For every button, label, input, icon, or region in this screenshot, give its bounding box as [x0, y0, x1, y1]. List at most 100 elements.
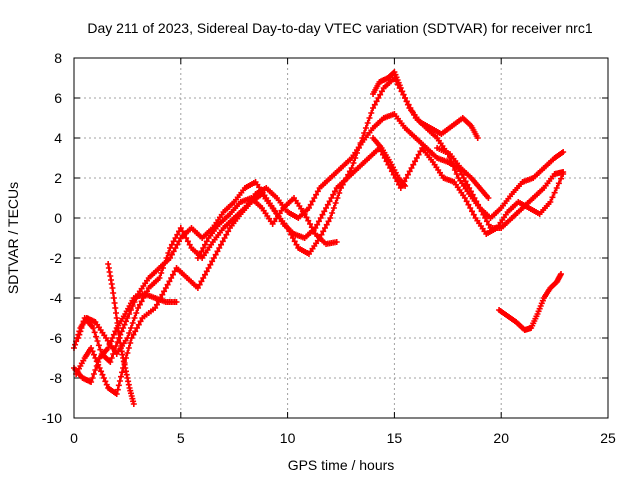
y-axis-label: SDTVAR / TECUs [5, 182, 21, 294]
chart-title: Day 211 of 2023, Sidereal Day-to-day VTE… [87, 20, 592, 36]
data-point [79, 321, 86, 328]
data-point [166, 278, 173, 285]
data-point [558, 271, 565, 277]
data-point [176, 238, 183, 245]
data-point [327, 215, 334, 221]
data-point [339, 181, 346, 188]
plot-frame [73, 57, 609, 419]
x-tick-label: 25 [600, 430, 616, 446]
data-point [293, 241, 300, 248]
data-point [560, 171, 567, 177]
data-point [334, 195, 341, 201]
data-point [366, 115, 373, 121]
data-point [408, 165, 415, 171]
data-point [303, 214, 310, 221]
data-point [368, 110, 375, 116]
data-point [346, 168, 353, 175]
data-point [78, 325, 85, 331]
data-point [448, 159, 455, 165]
data-point [403, 98, 410, 105]
y-tick-label: -10 [42, 410, 62, 426]
data-point [103, 381, 110, 388]
data-point [371, 101, 378, 108]
data-point [184, 238, 191, 245]
data-point [202, 271, 209, 278]
data-point [117, 373, 124, 380]
data-point [194, 285, 201, 291]
data-point [115, 382, 122, 389]
data-point [93, 363, 100, 369]
data-point [138, 298, 145, 305]
data-point [341, 178, 348, 185]
data-point [152, 305, 159, 311]
data-point [168, 251, 175, 258]
data-point [373, 98, 380, 105]
series-pass-10 [496, 271, 565, 333]
data-point [321, 225, 328, 231]
data-point [375, 95, 382, 101]
data-point [350, 160, 357, 166]
data-point [219, 238, 226, 245]
data-point [174, 231, 181, 238]
data-point [135, 321, 142, 328]
x-tick-label: 10 [280, 430, 296, 446]
data-point [137, 318, 144, 325]
data-point [167, 255, 174, 261]
data-point [170, 248, 177, 255]
data-point [88, 345, 95, 351]
grid [74, 58, 608, 418]
data-point [135, 305, 142, 311]
data-point [474, 135, 481, 141]
data-point [99, 371, 106, 378]
data-point [167, 245, 174, 251]
y-tick-label: -2 [50, 250, 63, 266]
data-point [124, 350, 131, 356]
data-point [105, 345, 112, 351]
data-point [72, 341, 79, 348]
y-tick-label: 8 [54, 50, 62, 66]
data-point [218, 241, 225, 248]
data-point [551, 189, 558, 196]
data-point [309, 198, 316, 205]
data-point [553, 185, 560, 191]
series-pass-9 [434, 145, 492, 201]
data-point [323, 205, 330, 211]
data-point [136, 301, 143, 308]
data-point [153, 301, 160, 308]
data-point [110, 331, 117, 338]
data-point [319, 211, 326, 218]
data-point [91, 329, 98, 336]
data-point [196, 251, 203, 258]
data-point [403, 175, 410, 181]
data-point [125, 345, 132, 351]
data-point [305, 217, 312, 224]
data-point [77, 328, 84, 335]
data-point [354, 150, 361, 156]
data-point [128, 335, 135, 341]
data-point [332, 200, 339, 206]
data-point [198, 278, 205, 285]
data-point [116, 378, 123, 384]
data-point [207, 261, 214, 268]
data-point [330, 205, 337, 211]
data-point [106, 341, 113, 348]
data-point [555, 180, 562, 187]
data-point [100, 375, 107, 381]
data-point [397, 85, 404, 91]
data-point [203, 268, 210, 275]
y-tick-label: 4 [54, 130, 62, 146]
data-point [95, 342, 102, 349]
data-point [289, 235, 296, 241]
data-point [451, 167, 458, 173]
data-point [314, 188, 321, 195]
data-point [404, 171, 411, 178]
data-point [399, 88, 406, 95]
data-point [158, 270, 165, 276]
data-point [469, 208, 476, 215]
data-point [90, 325, 97, 331]
data-point [164, 281, 171, 288]
data-point [288, 231, 295, 238]
series-pass-6 [194, 195, 340, 261]
data-point [177, 225, 184, 231]
data-point [320, 228, 327, 235]
